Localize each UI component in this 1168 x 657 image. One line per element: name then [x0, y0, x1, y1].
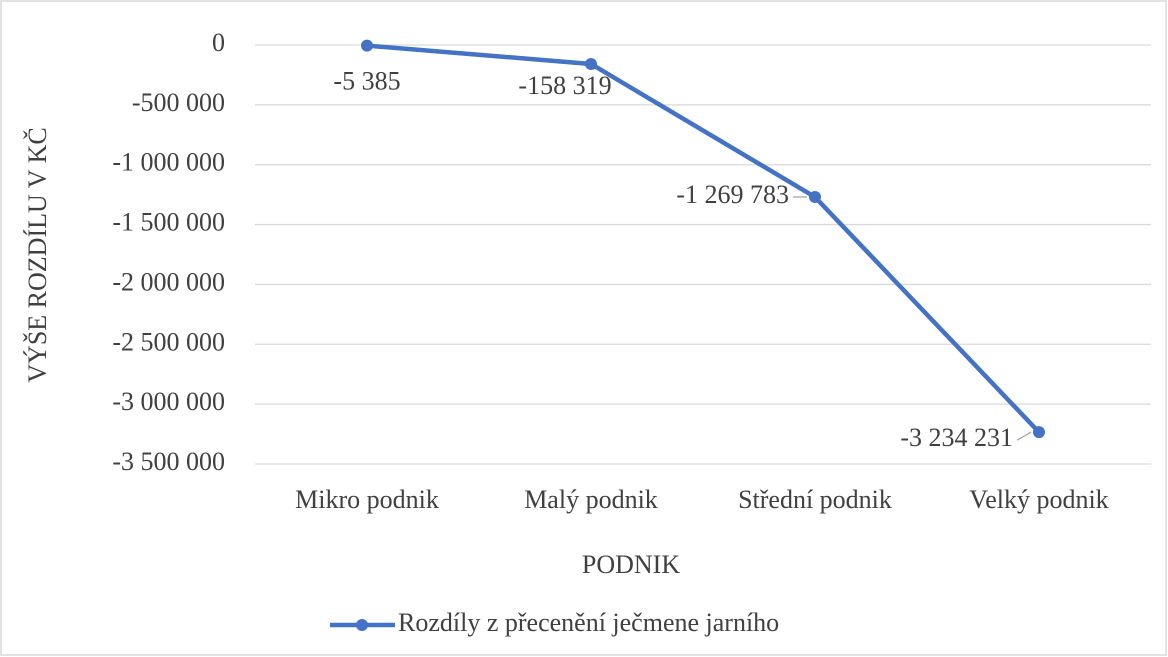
y-tick-label: -1 000 000	[112, 148, 225, 177]
y-tick-label: -500 000	[132, 88, 225, 117]
legend-label: Rozdíly z přecenění ječmene jarního	[398, 608, 779, 637]
y-tick-label: -2 500 000	[112, 327, 225, 356]
x-axis-title: PODNIK	[582, 550, 680, 579]
leader-line	[1016, 431, 1032, 441]
legend-marker	[356, 619, 368, 631]
y-tick-label: -3 500 000	[112, 447, 225, 476]
y-tick-label: -1 500 000	[112, 208, 225, 237]
x-tick-label: Velký podnik	[969, 485, 1108, 514]
x-tick-label: Mikro podnik	[295, 485, 439, 514]
y-tick-label: -3 000 000	[112, 387, 225, 416]
y-axis-title: VÝŠE ROZDÍLU V KČ	[23, 127, 52, 382]
data-label: -158 319	[518, 71, 611, 100]
point-marker	[361, 39, 373, 52]
point-marker	[809, 191, 821, 204]
x-tick-label: Střední podnik	[738, 485, 892, 514]
data-label: -3 234 231	[900, 423, 1013, 452]
series-line	[366, 43, 1041, 434]
data-label: -1 269 783	[676, 180, 789, 209]
point-marker	[585, 57, 597, 70]
y-tick-label: -2 000 000	[112, 267, 225, 296]
point-marker	[1033, 426, 1045, 439]
y-tick-label: 0	[212, 28, 225, 57]
x-tick-label: Malý podnik	[524, 485, 658, 514]
data-label: -5 385	[333, 67, 400, 96]
